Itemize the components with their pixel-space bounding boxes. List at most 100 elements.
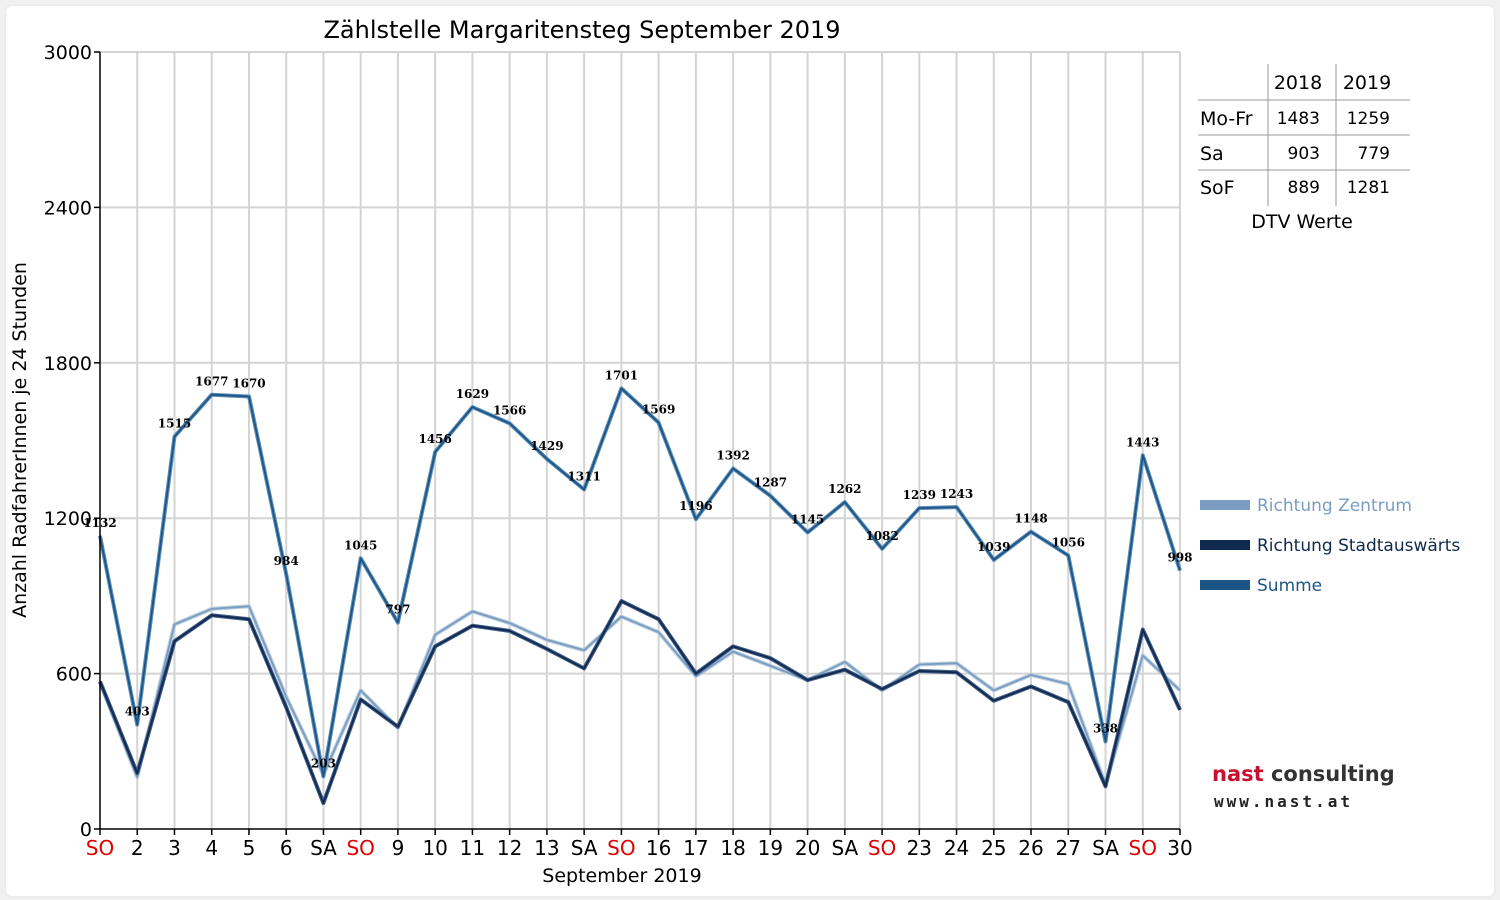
data-label: 1429 bbox=[530, 439, 563, 453]
data-label: 1629 bbox=[456, 387, 489, 401]
x-tick-label: SA bbox=[571, 836, 598, 860]
data-label: 1262 bbox=[828, 482, 861, 496]
y-tick-label: 3000 bbox=[44, 42, 92, 64]
x-tick-label: 23 bbox=[907, 836, 932, 860]
legend-swatch bbox=[1200, 580, 1250, 590]
x-tick-label: SA bbox=[1092, 836, 1119, 860]
dtv-row-label: Mo-Fr bbox=[1200, 108, 1253, 130]
x-tick-label: 17 bbox=[683, 836, 708, 860]
series-line-shadow bbox=[98, 599, 1182, 806]
y-tick-label: 1200 bbox=[44, 508, 92, 530]
legend-label: Richtung Zentrum bbox=[1257, 496, 1412, 516]
x-tick-label: 30 bbox=[1167, 836, 1192, 860]
x-tick-label: SO bbox=[346, 836, 374, 860]
x-tick-label: 4 bbox=[205, 836, 218, 860]
dtv-row-label: Sa bbox=[1200, 143, 1224, 165]
x-tick-label: 25 bbox=[981, 836, 1006, 860]
data-label: 1239 bbox=[903, 488, 936, 502]
series-layer bbox=[98, 386, 1182, 806]
x-tick-label: 18 bbox=[720, 836, 745, 860]
legend: Richtung Zentrum Richtung Stadtauswärts Su… bbox=[1200, 496, 1460, 596]
data-label: 1132 bbox=[83, 516, 116, 530]
dtv-row-label: SoF bbox=[1200, 177, 1235, 199]
y-axis-title: Anzahl RadfahrerInnen je 24 Stunden bbox=[9, 262, 31, 618]
x-tick-label: 11 bbox=[460, 836, 485, 860]
data-label: 1701 bbox=[605, 368, 638, 382]
chart-frame bbox=[6, 6, 1494, 896]
data-label: 1287 bbox=[754, 476, 787, 490]
legend-swatch bbox=[1200, 500, 1250, 510]
legend-label: Summe bbox=[1257, 576, 1322, 596]
y-tick-label: 600 bbox=[56, 664, 92, 686]
legend-swatch bbox=[1200, 540, 1250, 550]
data-labels: 1132 403 1515 1677 1670 984 203 1045 797 1456 1629… bbox=[83, 368, 1192, 770]
x-tick-label: SO bbox=[868, 836, 896, 860]
data-label: 1148 bbox=[1014, 512, 1047, 526]
x-tick-label: 16 bbox=[646, 836, 671, 860]
y-tick-label: 0 bbox=[80, 819, 92, 841]
x-tick-label: 5 bbox=[243, 836, 256, 860]
data-label: 1243 bbox=[940, 487, 973, 501]
x-tick-label: 2 bbox=[131, 836, 144, 860]
x-tick-label: SO bbox=[1129, 836, 1157, 860]
x-tick-label: SA bbox=[831, 836, 858, 860]
legend-label: Richtung Stadtauswärts bbox=[1257, 536, 1460, 556]
data-label: 1056 bbox=[1052, 535, 1085, 549]
data-label: 1311 bbox=[567, 469, 600, 483]
x-tick-label: 26 bbox=[1018, 836, 1043, 860]
data-label: 1677 bbox=[195, 375, 228, 389]
logo-brand-part2: consulting bbox=[1270, 762, 1395, 786]
x-tick-label: SO bbox=[607, 836, 635, 860]
x-tick-label: 24 bbox=[944, 836, 969, 860]
logo-url: www.nast.at bbox=[1214, 792, 1353, 811]
data-label: 797 bbox=[385, 603, 410, 617]
series-line-shadow bbox=[98, 386, 1182, 779]
nast-consulting-logo: nast consulting www.nast.at bbox=[1200, 750, 1443, 825]
data-label: 1443 bbox=[1126, 435, 1159, 449]
dtv-cell: 1259 bbox=[1347, 109, 1390, 129]
dtv-cell: 779 bbox=[1358, 144, 1390, 164]
data-label: 203 bbox=[311, 756, 336, 770]
x-tick-label: SA bbox=[310, 836, 337, 860]
data-label: 984 bbox=[274, 554, 299, 568]
data-label: 1456 bbox=[418, 432, 451, 446]
series-line bbox=[99, 600, 1181, 804]
chart-title: Zählstelle Margaritensteg September 2019 bbox=[323, 16, 840, 44]
data-label: 1082 bbox=[865, 529, 898, 543]
x-tick-label: 27 bbox=[1056, 836, 1081, 860]
series-line bbox=[99, 387, 1181, 778]
x-tick-label: 12 bbox=[497, 836, 522, 860]
dtv-table: 2018 2019 Mo-Fr 1483 1259 Sa 903 779 SoF… bbox=[1198, 64, 1410, 233]
dtv-cell: 1281 bbox=[1347, 178, 1390, 198]
dtv-caption: DTV Werte bbox=[1251, 211, 1353, 233]
x-tick-label: 19 bbox=[758, 836, 783, 860]
y-tick-label: 1800 bbox=[44, 353, 92, 375]
logo-brand: nast consulting bbox=[1212, 762, 1395, 786]
series-line bbox=[99, 605, 1181, 786]
x-tick-label: 3 bbox=[168, 836, 181, 860]
data-label: 1039 bbox=[977, 540, 1010, 554]
x-tick-label: 10 bbox=[422, 836, 447, 860]
x-tick-label: 6 bbox=[280, 836, 293, 860]
data-label: 1566 bbox=[493, 403, 526, 417]
x-tick-label: 9 bbox=[392, 836, 405, 860]
data-label: 403 bbox=[125, 705, 150, 719]
x-tick-label: 20 bbox=[795, 836, 820, 860]
data-label: 1515 bbox=[158, 417, 191, 431]
dtv-header-2019: 2019 bbox=[1343, 72, 1391, 94]
data-label: 1196 bbox=[679, 499, 712, 513]
data-label: 338 bbox=[1093, 721, 1118, 735]
logo-brand-part1: nast bbox=[1212, 762, 1264, 786]
dtv-cell: 903 bbox=[1288, 144, 1320, 164]
y-tick-label: 2400 bbox=[44, 197, 92, 219]
data-label: 998 bbox=[1167, 551, 1192, 565]
data-label: 1569 bbox=[642, 403, 675, 417]
data-label: 1145 bbox=[791, 512, 824, 526]
data-label: 1670 bbox=[232, 376, 265, 390]
dtv-header-2018: 2018 bbox=[1274, 72, 1322, 94]
data-label: 1392 bbox=[716, 448, 749, 462]
dtv-cell: 889 bbox=[1288, 178, 1320, 198]
dtv-cell: 1483 bbox=[1277, 109, 1320, 129]
